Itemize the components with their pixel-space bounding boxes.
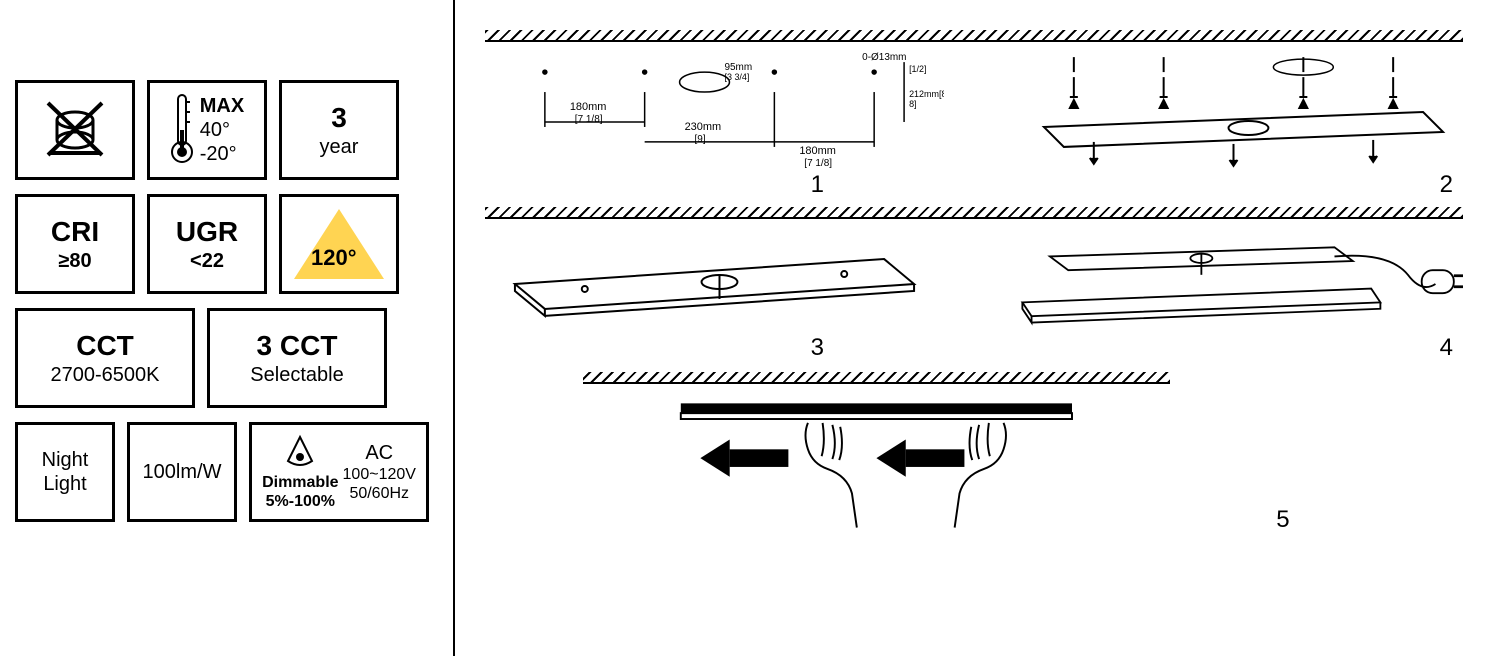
step1-diagram: 180mm [7 1/8] 230mm [9] 95mm [3 3/4] 180…	[485, 52, 944, 172]
svg-text:8]: 8]	[909, 99, 916, 109]
temp-low: -20°	[200, 142, 244, 166]
ceiling-line	[485, 207, 1463, 219]
svg-text:230mm: 230mm	[685, 121, 722, 133]
install-step-4: 4	[1004, 229, 1463, 344]
cri-value: ≥80	[58, 249, 91, 273]
dimmable-icon	[280, 433, 320, 473]
night-light-2: Light	[43, 472, 86, 496]
svg-text:180mm: 180mm	[799, 145, 836, 157]
svg-text:180mm: 180mm	[570, 101, 607, 113]
temp-high: 40°	[200, 118, 244, 142]
spec-no-hot-surface	[15, 80, 135, 180]
power-freq: 50/60Hz	[349, 484, 409, 503]
dimmable-range: 5%-100%	[266, 492, 335, 511]
svg-text:[1/2]: [1/2]	[909, 64, 926, 74]
efficacy-value: 100lm/W	[143, 460, 222, 484]
spec-warranty: 3 year	[279, 80, 399, 180]
power-voltage: 100~120V	[343, 465, 416, 484]
warranty-years: 3	[331, 101, 347, 135]
install-step-3: 3	[485, 229, 944, 344]
ugr-label: UGR	[176, 215, 238, 249]
svg-text:[7 1/8]: [7 1/8]	[804, 158, 832, 169]
ceiling-line	[583, 372, 1170, 384]
step5-diagram	[583, 394, 1170, 534]
dimmable-label: Dimmable	[262, 473, 338, 492]
svg-text:212mm[8 3/: 212mm[8 3/	[909, 89, 944, 99]
install-step-5: 5	[583, 394, 1170, 539]
svg-text:0-Ø13mm: 0-Ø13mm	[862, 52, 906, 63]
cct-select-label: 3 CCT	[257, 329, 338, 363]
ugr-value: <22	[190, 249, 224, 273]
spec-cri: CRI ≥80	[15, 194, 135, 294]
cri-label: CRI	[51, 215, 99, 249]
spec-power: Dimmable 5%-100% AC 100~120V 50/60Hz	[249, 422, 429, 522]
step-number: 4	[1440, 334, 1453, 362]
step-number: 5	[1276, 506, 1289, 534]
svg-text:[9]: [9]	[695, 134, 706, 145]
step-number: 3	[811, 334, 824, 362]
spec-panel: MAX 40° -20° 3 year CRI ≥80 UGR <22 1	[0, 0, 455, 656]
step4-diagram	[1004, 229, 1463, 339]
power-ac: AC	[365, 441, 393, 465]
spec-efficacy: 100lm/W	[127, 422, 237, 522]
warranty-unit: year	[320, 135, 359, 159]
step-number: 1	[811, 171, 824, 199]
spec-night-light: Night Light	[15, 422, 115, 522]
spec-cct-select: 3 CCT Selectable	[207, 308, 387, 408]
step-number: 2	[1440, 171, 1453, 199]
spec-cct: CCT 2700-6500K	[15, 308, 195, 408]
cct-value: 2700-6500K	[51, 363, 160, 387]
beam-angle-icon: 120°	[294, 209, 384, 279]
spec-temp-range: MAX 40° -20°	[147, 80, 267, 180]
thermometer-icon	[170, 90, 194, 170]
step2-diagram	[1004, 52, 1463, 172]
svg-text:[7 1/8]: [7 1/8]	[575, 114, 603, 125]
spec-ugr: UGR <22	[147, 194, 267, 294]
beam-angle-value: 120°	[311, 245, 357, 271]
step3-diagram	[485, 229, 944, 339]
temp-max-label: MAX	[200, 94, 244, 118]
svg-text:[3 3/4]: [3 3/4]	[724, 72, 749, 82]
ceiling-line	[485, 30, 1463, 42]
cct-label: CCT	[76, 329, 134, 363]
no-hot-surface-icon	[40, 95, 110, 165]
cct-select-value: Selectable	[250, 363, 343, 387]
night-light-1: Night	[42, 448, 89, 472]
install-step-1: 180mm [7 1/8] 230mm [9] 95mm [3 3/4] 180…	[485, 52, 944, 177]
spec-beam-angle: 120°	[279, 194, 399, 294]
install-step-2: 2	[1004, 52, 1463, 177]
install-panel: 180mm [7 1/8] 230mm [9] 95mm [3 3/4] 180…	[455, 0, 1493, 656]
